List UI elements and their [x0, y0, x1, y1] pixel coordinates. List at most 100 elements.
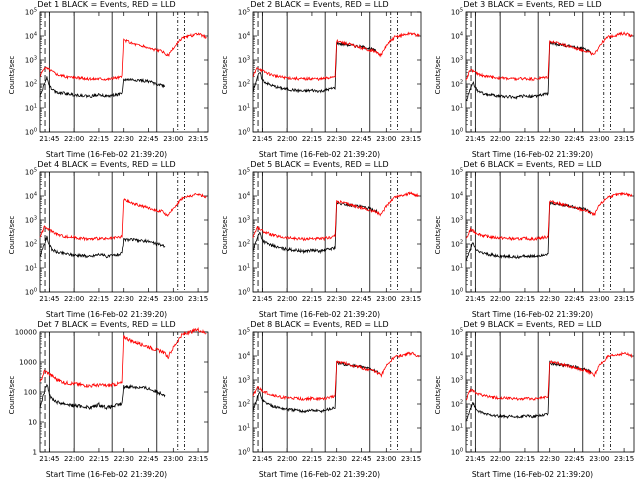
y-tick-label: 102: [238, 80, 250, 89]
x-tick-label: 22:00: [277, 295, 297, 303]
y-tick-label: 104: [238, 32, 250, 41]
x-tick-label: 23:00: [589, 455, 609, 463]
y-tick-label: 103: [451, 56, 463, 65]
y-tick-label: 102: [451, 400, 463, 409]
x-tick-label: 23:15: [188, 455, 208, 463]
y-tick-label: 105: [238, 168, 250, 177]
x-tick-label: 22:00: [64, 455, 84, 463]
plot-svg: 21:45 22:00 22:15 22:30 22:45 23:00 23:15 100 10…: [451, 168, 635, 303]
x-tick-label: 22:30: [327, 295, 347, 303]
y-tick-label: 102: [25, 240, 37, 249]
y-tick-label: 100: [238, 128, 250, 137]
x-tick-label: 22:00: [490, 135, 510, 143]
series-line-events: [39, 383, 166, 411]
y-tick-label: 103: [25, 216, 37, 225]
x-tick-label: 22:30: [540, 455, 560, 463]
x-tick-label: 23:15: [188, 135, 208, 143]
x-tick-label: 22:45: [138, 295, 158, 303]
series-line-lld: [39, 192, 207, 242]
x-axis-label: Start Time (16-Feb-02 21:39:20): [258, 310, 381, 319]
series-line-lld: [465, 351, 633, 402]
series-line-events: [40, 235, 166, 259]
y-tick-label: 104: [451, 192, 463, 201]
y-tick-label: 105: [451, 8, 463, 17]
x-tick-label: 21:45: [39, 135, 59, 143]
y-tick-label: 100: [451, 288, 463, 297]
x-tick-label: 22:15: [89, 295, 109, 303]
y-tick-label: 101: [238, 104, 250, 113]
y-tick-label: 104: [238, 192, 250, 201]
legend-text: BLACK = Events, RED = LLD: [485, 320, 602, 329]
y-tick-label: 103: [238, 376, 250, 385]
x-tick-label: 21:45: [39, 455, 59, 463]
y-tick-label: 10: [28, 419, 37, 427]
chart-title: Det 4 BLACK = Events, RED = LLD: [0, 160, 213, 170]
x-axis-label: Start Time (16-Feb-02 21:39:20): [258, 470, 381, 479]
plot-frame: [252, 331, 422, 453]
x-tick-label: 22:30: [114, 455, 134, 463]
chart-title: Det 3 BLACK = Events, RED = LLD: [426, 0, 639, 10]
x-tick-label: 21:45: [252, 295, 272, 303]
chart-title: Det 8 BLACK = Events, RED = LLD: [213, 320, 426, 330]
x-tick-label: 21:45: [465, 455, 485, 463]
x-tick-label: 22:15: [302, 455, 322, 463]
x-tick-label: 22:45: [564, 295, 584, 303]
x-tick-label: 22:45: [351, 295, 371, 303]
x-tick-label: 22:00: [64, 135, 84, 143]
x-tick-label: 23:15: [188, 295, 208, 303]
x-tick-label: 23:00: [589, 135, 609, 143]
x-tick-label: 22:15: [302, 135, 322, 143]
x-tick-label: 22:00: [490, 455, 510, 463]
x-tick-label: 21:45: [252, 135, 272, 143]
plot-frame: [465, 11, 635, 133]
x-tick-label: 22:30: [540, 295, 560, 303]
y-tick-label: 103: [451, 376, 463, 385]
x-tick-label: 21:45: [252, 455, 272, 463]
y-tick-label: 102: [238, 400, 250, 409]
detector-label: Det 6: [463, 160, 486, 169]
plot-frame: [465, 171, 635, 293]
y-tick-label: 10000: [15, 329, 37, 337]
detector-label: Det 5: [250, 160, 273, 169]
x-tick-label: 22:00: [490, 295, 510, 303]
legend-text: BLACK = Events, RED = LLD: [485, 160, 602, 169]
x-tick-label: 23:15: [614, 455, 634, 463]
x-tick-label: 22:45: [564, 135, 584, 143]
y-tick-label: 104: [25, 32, 37, 41]
x-tick-label: 23:00: [589, 295, 609, 303]
chart-panel-3: Det 3 BLACK = Events, RED = LLD Counts/se…: [426, 0, 639, 160]
legend-text: BLACK = Events, RED = LLD: [59, 160, 176, 169]
series-line-lld: [39, 326, 207, 388]
chart-panel-4: Det 4 BLACK = Events, RED = LLD Counts/se…: [0, 160, 213, 320]
y-tick-label: 104: [451, 32, 463, 41]
x-tick-label: 22:00: [64, 295, 84, 303]
chart-title: Det 9 BLACK = Events, RED = LLD: [426, 320, 639, 330]
y-tick-label: 101: [238, 424, 250, 433]
detector-label: Det 1: [37, 0, 60, 9]
y-tick-label: 103: [238, 216, 250, 225]
chart-title: Det 2 BLACK = Events, RED = LLD: [213, 0, 426, 10]
legend-text: BLACK = Events, RED = LLD: [485, 0, 602, 9]
y-tick-label: 103: [25, 56, 37, 65]
x-tick-label: 23:00: [163, 135, 183, 143]
plot-frame: [39, 171, 209, 293]
chart-panel-8: Det 8 BLACK = Events, RED = LLD Counts/se…: [213, 320, 426, 480]
series-line-lld: [465, 191, 633, 242]
x-tick-label: 22:45: [564, 455, 584, 463]
series-line-events: [465, 200, 592, 261]
y-tick-label: 100: [24, 389, 37, 397]
x-tick-label: 23:15: [614, 135, 634, 143]
detector-label: Det 7: [37, 320, 60, 329]
y-tick-label: 100: [238, 288, 250, 297]
x-tick-label: 22:15: [515, 135, 535, 143]
y-tick-label: 1: [33, 449, 37, 457]
x-axis-label: Start Time (16-Feb-02 21:39:20): [471, 150, 594, 159]
series-line-events: [252, 41, 379, 94]
plot-svg: 21:45 22:00 22:15 22:30 22:45 23:00 23:15 100 10…: [238, 8, 422, 143]
series-line-events: [465, 41, 592, 102]
chart-panel-6: Det 6 BLACK = Events, RED = LLD Counts/se…: [426, 160, 639, 320]
detector-label: Det 2: [250, 0, 273, 9]
y-tick-label: 101: [451, 104, 463, 113]
chart-panel-9: Det 9 BLACK = Events, RED = LLD Counts/se…: [426, 320, 639, 480]
chart-title: Det 1 BLACK = Events, RED = LLD: [0, 0, 213, 10]
